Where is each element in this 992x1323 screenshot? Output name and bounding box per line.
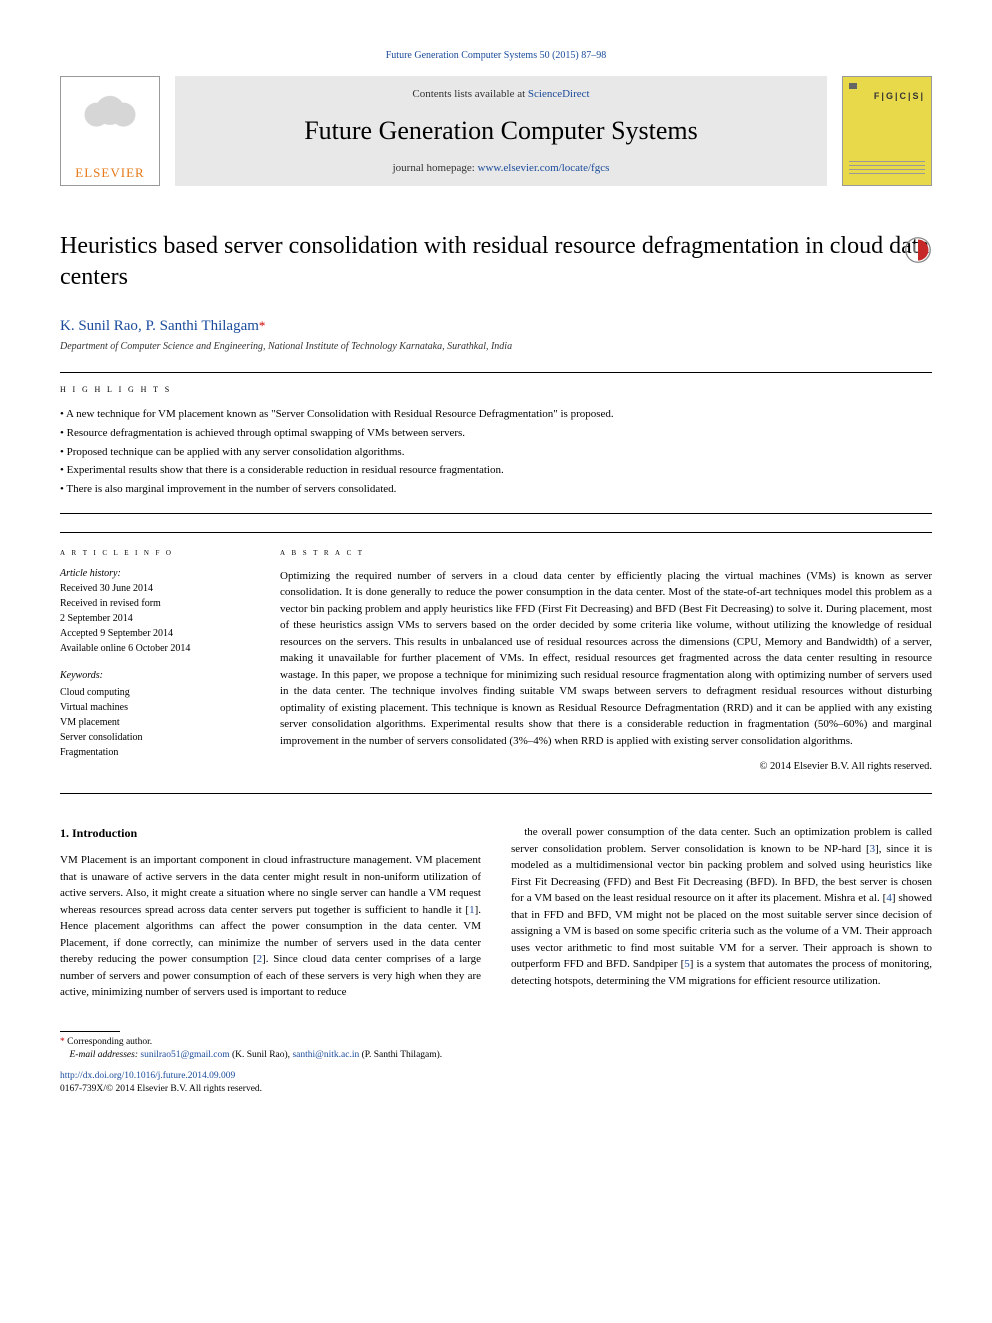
keyword: VM placement (60, 715, 250, 730)
author-2[interactable]: P. Santhi Thilagam (145, 318, 258, 334)
abstract: a b s t r a c t Optimizing the required … (280, 545, 932, 775)
affiliation: Department of Computer Science and Engin… (60, 341, 932, 352)
received-date: Received 30 June 2014 (60, 581, 250, 596)
revised-label: Received in revised form (60, 596, 250, 611)
keyword: Cloud computing (60, 685, 250, 700)
history-label: Article history: (60, 566, 250, 581)
highlights-heading: h i g h l i g h t s (60, 383, 932, 395)
keyword: Virtual machines (60, 700, 250, 715)
author-1[interactable]: K. Sunil Rao (60, 318, 138, 334)
abstract-heading: a b s t r a c t (280, 545, 932, 560)
elsevier-tree-icon (65, 81, 155, 165)
article-info-heading: a r t i c l e i n f o (60, 545, 250, 560)
cover-letters: F|G|C|S| (874, 91, 925, 101)
journal-banner: Contents lists available at ScienceDirec… (175, 76, 827, 186)
homepage-url[interactable]: www.elsevier.com/locate/fgcs (478, 162, 610, 174)
corresponding-mark: * (259, 318, 266, 333)
highlight-item: There is also marginal improvement in th… (60, 480, 932, 499)
accepted-date: Accepted 9 September 2014 (60, 626, 250, 641)
journal-header: ELSEVIER Contents lists available at Sci… (60, 76, 932, 186)
section-heading: 1. Introduction (60, 824, 481, 842)
homepage-prefix: journal homepage: (393, 162, 478, 174)
email-1[interactable]: sunilrao51@gmail.com (140, 1050, 229, 1060)
paper-title: Heuristics based server consolidation wi… (60, 231, 932, 293)
email-2[interactable]: santhi@nitk.ac.in (292, 1050, 359, 1060)
body-paragraph: VM Placement is an important component i… (60, 852, 481, 1001)
sciencedirect-link[interactable]: ScienceDirect (528, 88, 590, 100)
contents-prefix: Contents lists available at (412, 88, 527, 100)
footnotes: * Corresponding author. E-mail addresses… (60, 1031, 479, 1097)
crossmark-icon[interactable] (904, 236, 932, 264)
issn-line: 0167-739X/© 2014 Elsevier B.V. All right… (60, 1083, 479, 1096)
meta-abstract-row: a r t i c l e i n f o Article history: R… (60, 532, 932, 794)
highlight-item: Proposed technique can be applied with a… (60, 443, 932, 462)
citation-link[interactable]: Future Generation Computer Systems 50 (2… (386, 50, 607, 61)
title-text: Heuristics based server consolidation wi… (60, 233, 929, 290)
revised-date: 2 September 2014 (60, 611, 250, 626)
article-history: Article history: Received 30 June 2014 R… (60, 566, 250, 656)
citation-header: Future Generation Computer Systems 50 (2… (60, 50, 932, 61)
abstract-text: Optimizing the required number of server… (280, 568, 932, 750)
body-paragraph: the overall power consumption of the dat… (511, 824, 932, 989)
keyword: Fragmentation (60, 745, 250, 760)
highlights-list: A new technique for VM placement known a… (60, 405, 932, 498)
doi-link[interactable]: http://dx.doi.org/10.1016/j.future.2014.… (60, 1070, 479, 1083)
keyword: Server consolidation (60, 730, 250, 745)
copyright-line: © 2014 Elsevier B.V. All rights reserved… (280, 759, 932, 775)
highlight-item: Experimental results show that there is … (60, 461, 932, 480)
elsevier-wordmark: ELSEVIER (75, 165, 144, 181)
authors: K. Sunil Rao, P. Santhi Thilagam* (60, 318, 932, 335)
online-date: Available online 6 October 2014 (60, 641, 250, 656)
corresponding-note: * Corresponding author. (60, 1036, 479, 1049)
homepage-line: journal homepage: www.elsevier.com/locat… (195, 162, 807, 174)
body-columns: 1. Introduction VM Placement is an impor… (60, 824, 932, 1001)
highlights-box: h i g h l i g h t s A new technique for … (60, 372, 932, 513)
email-line: E-mail addresses: sunilrao51@gmail.com (… (60, 1049, 479, 1062)
article-info: a r t i c l e i n f o Article history: R… (60, 545, 250, 775)
highlight-item: A new technique for VM placement known a… (60, 405, 932, 424)
contents-line: Contents lists available at ScienceDirec… (195, 88, 807, 100)
journal-cover-thumbnail[interactable]: F|G|C|S| (842, 76, 932, 186)
journal-title: Future Generation Computer Systems (195, 116, 807, 146)
keywords-label: Keywords: (60, 668, 250, 683)
elsevier-logo[interactable]: ELSEVIER (60, 76, 160, 186)
highlight-item: Resource defragmentation is achieved thr… (60, 424, 932, 443)
